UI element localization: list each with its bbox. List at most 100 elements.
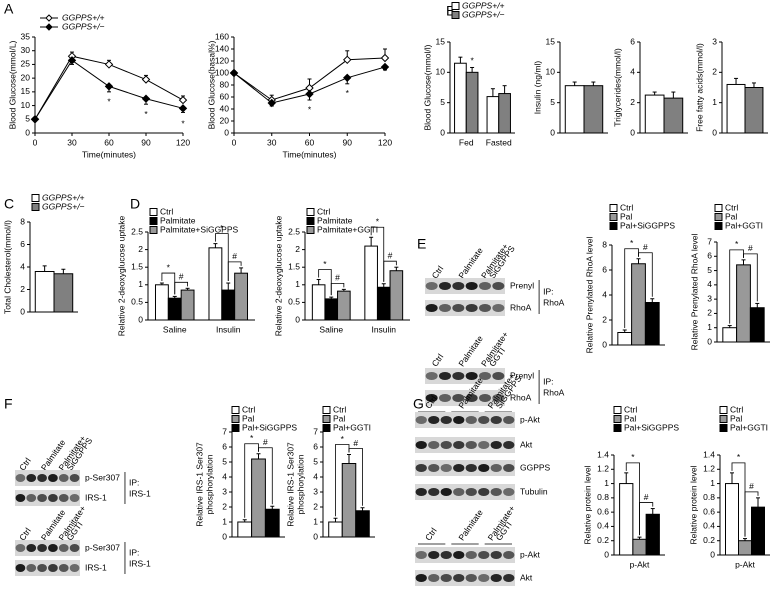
blot-band [439, 394, 451, 402]
y-tick-label: 4 [630, 67, 635, 77]
y-axis-label: Relative Prenylated RhoA level [689, 234, 699, 351]
legend-swatch [613, 415, 622, 423]
data-point [30, 115, 40, 124]
blot-band [15, 564, 26, 572]
blot-band [439, 372, 451, 380]
blot-band [453, 416, 465, 424]
y-tick-label: 0 [707, 336, 712, 346]
y-tick-label: 0 [550, 127, 555, 137]
legend-label: GGPPS+/− [62, 21, 105, 31]
blot-band [425, 394, 438, 402]
significance-bracket [625, 462, 640, 536]
bar [498, 93, 511, 134]
data-point [104, 82, 114, 91]
blot-band [58, 544, 69, 552]
significance-mark: * [107, 97, 111, 107]
bar [221, 289, 236, 321]
data-point [343, 73, 352, 83]
y-tick-label: 5 [440, 97, 445, 107]
significance-bracket [383, 260, 397, 282]
x-tick-label: 90 [141, 137, 151, 147]
x-tick-label: Insulin [371, 324, 396, 334]
legend-label: Ctrl [624, 404, 637, 414]
y-tick-label: 0 [295, 314, 300, 324]
blot-row-label: Prenyl [510, 280, 534, 290]
panel-letter: C [4, 196, 14, 212]
y-axis-label: Insulin (ng/ml) [532, 61, 542, 115]
y-tick-label: 25 [21, 59, 31, 69]
blot-band [69, 544, 80, 552]
bar [631, 263, 646, 346]
blot-strip [415, 437, 515, 453]
blot-band [440, 441, 452, 449]
blot-band [452, 372, 465, 380]
y-tick-label: 2 [313, 501, 318, 511]
x-tick-label: 120 [176, 137, 190, 147]
significance-mark: # [749, 481, 754, 491]
blot-band [48, 494, 58, 502]
bar [564, 85, 585, 134]
blot-band [425, 304, 438, 312]
blot-row-label: p-Akt [520, 414, 540, 424]
significance-mark: * [735, 239, 739, 249]
bar [744, 87, 764, 134]
y-tick-label: 0.4 [597, 521, 609, 531]
y-axis-label: Blood Glucose(mmol/L) [7, 40, 17, 129]
panel-letter: F [4, 396, 13, 412]
y-tick-label: 4 [313, 471, 318, 481]
significance-bracket [743, 253, 758, 302]
y-tick-label: 0 [20, 306, 25, 316]
significance-mark: # [179, 272, 184, 282]
bar [722, 327, 738, 343]
legend-swatch [714, 204, 723, 212]
blot-band [26, 544, 37, 552]
blot-band [478, 488, 490, 496]
blot-band [425, 372, 438, 380]
data-point [229, 68, 239, 78]
blot-band [428, 464, 440, 472]
blot-band [48, 544, 58, 552]
legend-label: Palmitate [317, 215, 353, 225]
significance-mark: * [181, 119, 185, 129]
x-tick-label: Insulin [216, 324, 241, 334]
blot-band [478, 441, 490, 449]
blot-band [428, 574, 440, 582]
bar [663, 97, 684, 134]
legend-label: Pal [624, 413, 636, 423]
y-tick-label: 140 [215, 43, 229, 53]
blot-strip [415, 484, 515, 500]
blot-band [26, 494, 37, 502]
panel-letter: E [417, 236, 426, 252]
lane-label: Ctrl [430, 352, 446, 369]
data-point [141, 94, 151, 103]
bar [180, 289, 195, 321]
y-tick-label: 7 [222, 426, 227, 436]
bar [53, 273, 74, 313]
bar [376, 286, 391, 321]
y-tick-label: 5 [222, 456, 227, 466]
legend-label: Ctrl [317, 206, 330, 216]
blot-row-label: Akt [520, 572, 533, 582]
legend-label: Ctrl [242, 404, 255, 414]
bar [251, 458, 266, 538]
data-point [380, 62, 390, 72]
blot-band [479, 282, 491, 290]
y-tick-label: 60 [220, 91, 230, 101]
x-tick-label: p-Akt [630, 559, 650, 569]
y-tick-label: 4 [707, 279, 712, 289]
panel-letter: B [446, 3, 455, 19]
y-axis-label: phosphorylation [204, 454, 214, 514]
blot-band [478, 416, 490, 424]
legend-swatch [451, 11, 460, 19]
blot-band [503, 488, 515, 496]
blot-band [37, 564, 47, 572]
y-tick-label: 0 [25, 127, 30, 137]
y-tick-label: 1.2 [703, 464, 715, 474]
blot-band [453, 441, 465, 449]
x-tick-label: Fed [459, 137, 474, 147]
y-tick-label: 7 [707, 236, 712, 246]
y-tick-label: 5 [25, 114, 30, 124]
bar [645, 513, 660, 556]
y-tick-label: 1 [710, 478, 715, 488]
